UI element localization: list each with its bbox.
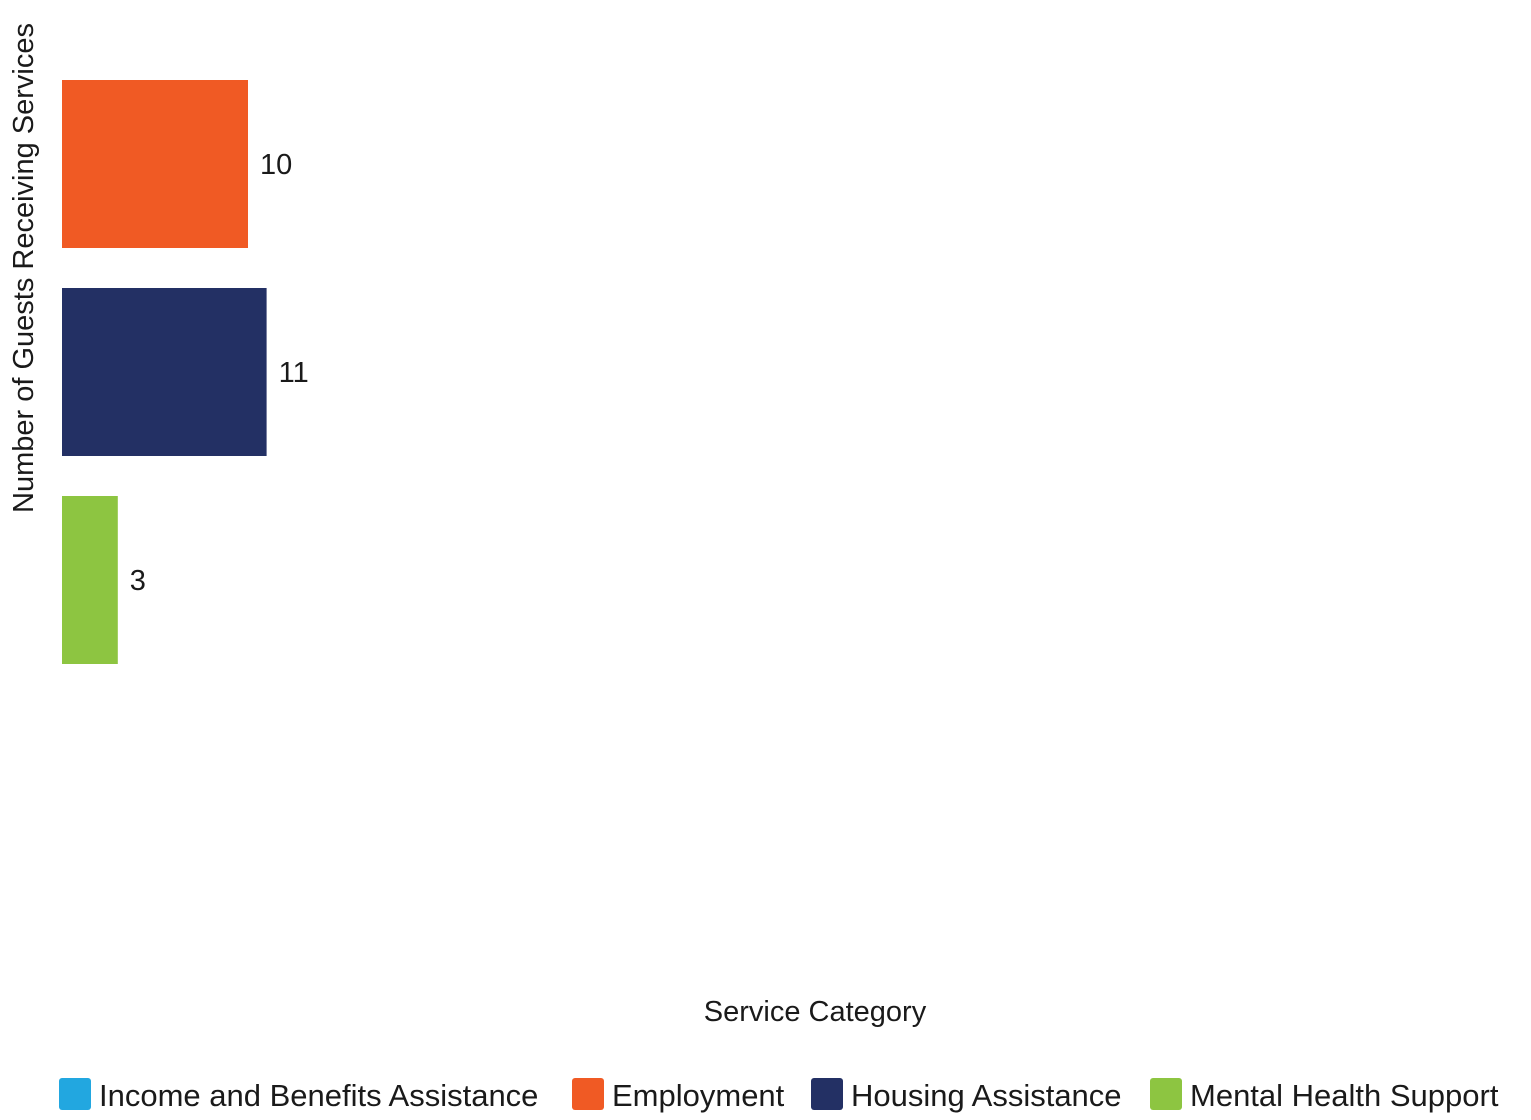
legend-item-employment: Employment: [572, 1078, 785, 1113]
legend-swatch: [572, 1078, 604, 1110]
bar-housing-assistance: [62, 288, 267, 456]
legend-label: Income and Benefits Assistance: [99, 1078, 538, 1113]
bar-mental-health-support: [62, 496, 118, 664]
legend-item-housing-assistance: Housing Assistance: [811, 1078, 1122, 1113]
legend-swatch: [811, 1078, 843, 1110]
data-label-mental-health-support: 3: [130, 565, 146, 597]
bars-layer: [62, 80, 267, 664]
legend-label: Mental Health Support: [1190, 1078, 1499, 1113]
legend-item-mental-health-support: Mental Health Support: [1150, 1078, 1499, 1113]
data-label-housing-assistance: 11: [279, 357, 309, 389]
y-axis-title: Number of Guests Receiving Services: [8, 23, 40, 513]
bar-employment: [62, 80, 248, 248]
legend: Income and Benefits Assistance Employment…: [59, 1078, 1499, 1113]
legend-swatch: [1150, 1078, 1182, 1110]
legend-swatch: [59, 1078, 91, 1110]
x-axis-title: Service Category: [704, 996, 927, 1028]
data-labels-layer: 10 11 3: [130, 149, 309, 597]
legend-label: Housing Assistance: [851, 1078, 1122, 1113]
legend-item-income-and-benefits-assistance: Income and Benefits Assistance: [59, 1078, 538, 1113]
legend-label: Employment: [612, 1078, 785, 1113]
data-label-employment: 10: [260, 149, 292, 181]
